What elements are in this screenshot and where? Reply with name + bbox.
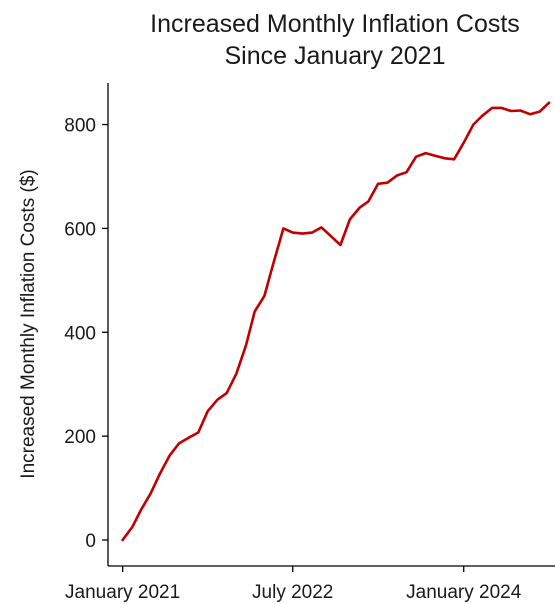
y-tick-label: 400 xyxy=(64,323,96,344)
x-tick-label: January 2024 xyxy=(406,582,522,603)
y-ticks: 0 200 400 600 800 xyxy=(64,116,108,552)
y-axis-label: Increased Monthly Inflation Costs ($) xyxy=(18,169,39,478)
x-tick-label: July 2022 xyxy=(252,582,333,603)
y-tick-label: 200 xyxy=(64,427,96,448)
x-tick-label: January 2021 xyxy=(65,582,180,603)
chart-title-line-1: Increased Monthly Inflation Costs xyxy=(150,10,520,38)
y-tick-label: 0 xyxy=(85,531,96,552)
y-tick-label: 800 xyxy=(64,116,96,137)
y-tick-label: 600 xyxy=(64,219,96,240)
chart-title-line-2: Since January 2021 xyxy=(225,42,446,70)
series-line-inflation-costs xyxy=(121,101,551,542)
x-ticks: January 2021 July 2022 January 2024 xyxy=(65,566,522,603)
